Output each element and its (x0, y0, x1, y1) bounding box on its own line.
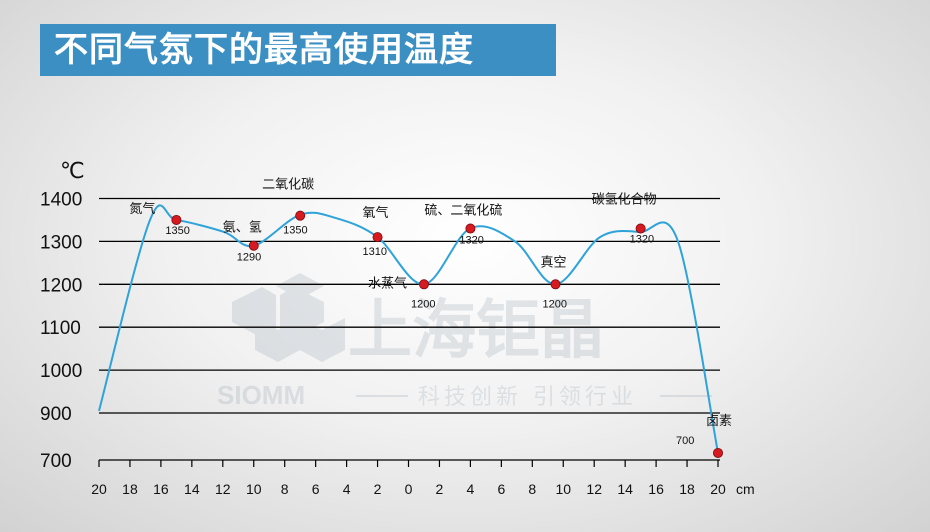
point-atmosphere-label: 氧气 (363, 205, 389, 221)
chart-title: 不同气氛下的最高使用温度 (40, 24, 556, 76)
x-tick-label: 8 (281, 481, 289, 497)
data-points: 氮气 1350 氨、氢 1290 二氧化碳 1350 氧气 1310 水蒸气 1200 硫、二氧化硫… (129, 178, 732, 458)
x-axis: 20 18 16 14 12 10 8 6 4 2 0 2 4 6 8 10 12 14 16 18 20 (91, 460, 726, 497)
x-tick-label: 10 (555, 481, 571, 497)
y-axis: 700 900 1000 1100 1200 1300 1400 (40, 190, 82, 473)
point-value-label: 1350 (283, 225, 307, 237)
watermark-logo-icon (232, 273, 345, 362)
x-tick-label: 8 (528, 481, 536, 497)
x-tick-label: 20 (91, 481, 107, 497)
y-tick-label: 1100 (40, 318, 81, 339)
point-atmosphere-label: 氮气 (129, 201, 155, 217)
point-value-label: 1310 (363, 246, 387, 258)
y-tick-label: 900 (40, 404, 72, 425)
data-point (713, 447, 724, 458)
x-tick-label: 10 (246, 481, 262, 497)
point-value-label: 1350 (165, 225, 189, 237)
point-value-label: 700 (676, 435, 694, 447)
x-tick-label: 6 (497, 481, 505, 497)
x-tick-label: 12 (586, 481, 602, 497)
grid (99, 197, 720, 461)
y-tick-label: 1000 (40, 361, 82, 382)
x-tick-label: 2 (374, 481, 382, 497)
point-atmosphere-label: 氨、氢 (223, 221, 262, 236)
data-point (171, 214, 182, 225)
watermark: 上海钜晶 SIOMM 科技创新 引领行业 (217, 273, 712, 410)
point-atmosphere-label: 碳氢化合物 (592, 193, 657, 208)
x-tick-label: 2 (436, 481, 444, 497)
data-point (465, 223, 476, 234)
y-tick-label: 1200 (40, 275, 82, 296)
x-tick-label: 16 (153, 481, 169, 497)
x-tick-label: 14 (184, 481, 200, 497)
y-axis-label: ℃ (60, 159, 85, 184)
data-point (635, 223, 646, 234)
y-tick-label: 1400 (40, 190, 82, 211)
x-tick-label: 14 (617, 481, 633, 497)
x-tick-label: 12 (215, 481, 231, 497)
point-value-label: 1200 (411, 298, 435, 310)
point-atmosphere-label: 水蒸气 (368, 275, 407, 291)
x-tick-label: 4 (343, 481, 351, 497)
x-tick-label: 18 (679, 481, 695, 497)
point-value-label: 1320 (459, 235, 483, 247)
watermark-slogan: 科技创新 引领行业 (418, 385, 637, 410)
point-atmosphere-label: 真空 (541, 255, 567, 270)
point-atmosphere-label: 二氧化碳 (262, 178, 314, 193)
watermark-brand-cn: 上海钜晶 (348, 294, 604, 368)
y-tick-label: 700 (40, 451, 72, 472)
x-axis-label: cm (736, 481, 755, 497)
data-point (295, 210, 306, 221)
point-value-label: 1320 (630, 234, 654, 246)
x-tick-label: 20 (710, 481, 726, 497)
x-tick-label: 16 (648, 481, 664, 497)
point-atmosphere-label: 卤素 (706, 413, 732, 429)
x-tick-label: 18 (122, 481, 138, 497)
data-point (372, 232, 383, 243)
data-point (418, 279, 429, 290)
x-tick-label: 0 (405, 481, 413, 497)
data-point (248, 240, 259, 251)
point-value-label: 1290 (237, 252, 261, 264)
x-tick-label: 4 (467, 481, 475, 497)
watermark-brand-en: SIOMM (217, 380, 305, 410)
point-value-label: 1200 (543, 298, 567, 310)
x-tick-label: 6 (312, 481, 320, 497)
data-point (550, 279, 561, 290)
point-atmosphere-label: 硫、二氧化硫 (424, 204, 502, 219)
y-tick-label: 1300 (40, 232, 82, 253)
